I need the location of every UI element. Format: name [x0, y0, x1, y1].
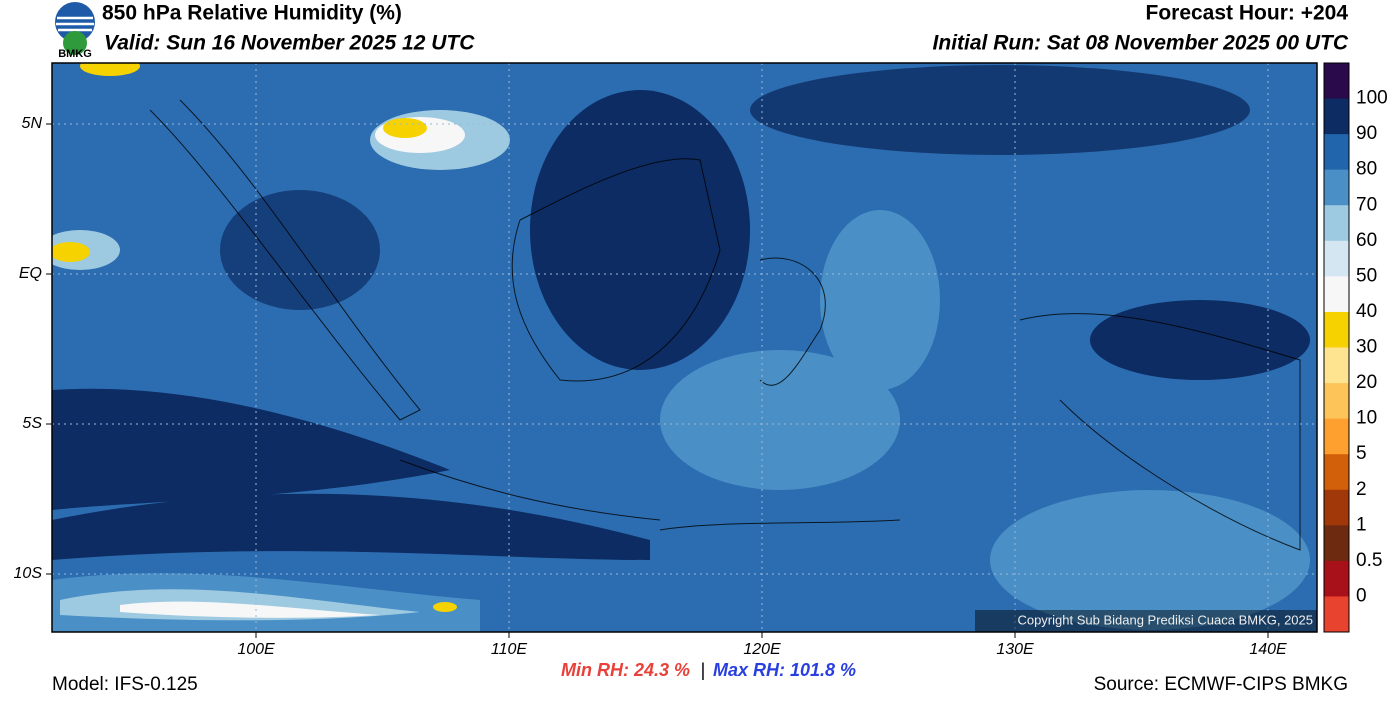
colorbar-label: 5	[1356, 443, 1367, 464]
logo: BMKG	[55, 2, 95, 60]
colorbar-swatch	[1324, 347, 1349, 384]
colorbar-swatch	[1324, 205, 1349, 242]
colorbar-swatch	[1324, 276, 1349, 313]
colorbar-swatch	[1324, 240, 1349, 277]
valid-time: Valid: Sun 16 November 2025 12 UTC	[104, 32, 475, 55]
colorbar-label: 60	[1356, 230, 1377, 251]
colorbar-label: 0.5	[1356, 550, 1382, 571]
map-frame	[51, 62, 1318, 633]
min-rh: Min RH: 24.3 %	[561, 660, 690, 680]
lon-label: 140E	[1249, 641, 1287, 658]
initial-run: Initial Run: Sat 08 November 2025 00 UTC	[933, 32, 1349, 55]
colorbar: 100 90 80 70 60 50 40 30 20 10 5 2 1 0.5 0	[1323, 62, 1388, 633]
lat-label: 5S	[22, 415, 42, 432]
colorbar-label: 10	[1356, 408, 1377, 429]
model: Model: IFS-0.125	[52, 674, 198, 695]
graticule	[46, 63, 1317, 638]
lat-label: EQ	[19, 265, 42, 282]
lat-label: 10S	[14, 565, 43, 582]
colorbar-label: 20	[1356, 372, 1377, 393]
lat-label: 5N	[22, 115, 43, 132]
logo-text: BMKG	[58, 48, 92, 60]
colorbar-swatch	[1324, 418, 1349, 455]
colorbar-label: 50	[1356, 265, 1377, 286]
colorbar-label: 40	[1356, 301, 1377, 322]
colorbar-swatch	[1324, 454, 1349, 491]
title: 850 hPa Relative Humidity (%)	[102, 2, 402, 25]
copyright-box	[975, 610, 1317, 632]
colorbar-swatch	[1324, 383, 1349, 420]
colorbar-label: 1	[1356, 514, 1367, 535]
colorbar-swatch	[1324, 63, 1349, 100]
lon-label: 120E	[743, 641, 781, 658]
colorbar-swatch	[1324, 489, 1349, 526]
colorbar-label: 30	[1356, 337, 1377, 358]
colorbar-label: 0	[1356, 585, 1367, 606]
forecast-hour: Forecast Hour: +204	[1146, 2, 1349, 25]
lon-label: 110E	[491, 641, 528, 658]
colorbar-label: 90	[1356, 123, 1377, 144]
humidity-field	[52, 63, 1317, 632]
lon-label: 130E	[996, 641, 1034, 658]
colorbar-label: 100	[1356, 88, 1388, 109]
max-rh: Max RH: 101.8 %	[713, 660, 856, 680]
colorbar-label: 2	[1356, 479, 1367, 500]
colorbar-swatch	[1324, 169, 1349, 206]
source: Source: ECMWF-CIPS BMKG	[1094, 674, 1348, 695]
colorbar-swatch	[1324, 98, 1349, 135]
colorbar-frame	[1323, 62, 1350, 633]
colorbar-swatch	[1324, 134, 1349, 171]
colorbar-swatch	[1324, 596, 1349, 633]
colorbar-label: 80	[1356, 159, 1377, 180]
copyright: Copyright Sub Bidang Prediksi Cuaca BMKG…	[1017, 612, 1313, 627]
colorbar-swatch	[1324, 311, 1349, 348]
colorbar-swatch	[1324, 560, 1349, 597]
separator: |	[701, 660, 706, 680]
lon-label: 100E	[237, 641, 275, 658]
colorbar-swatch	[1324, 525, 1349, 562]
colorbar-label: 70	[1356, 194, 1377, 215]
